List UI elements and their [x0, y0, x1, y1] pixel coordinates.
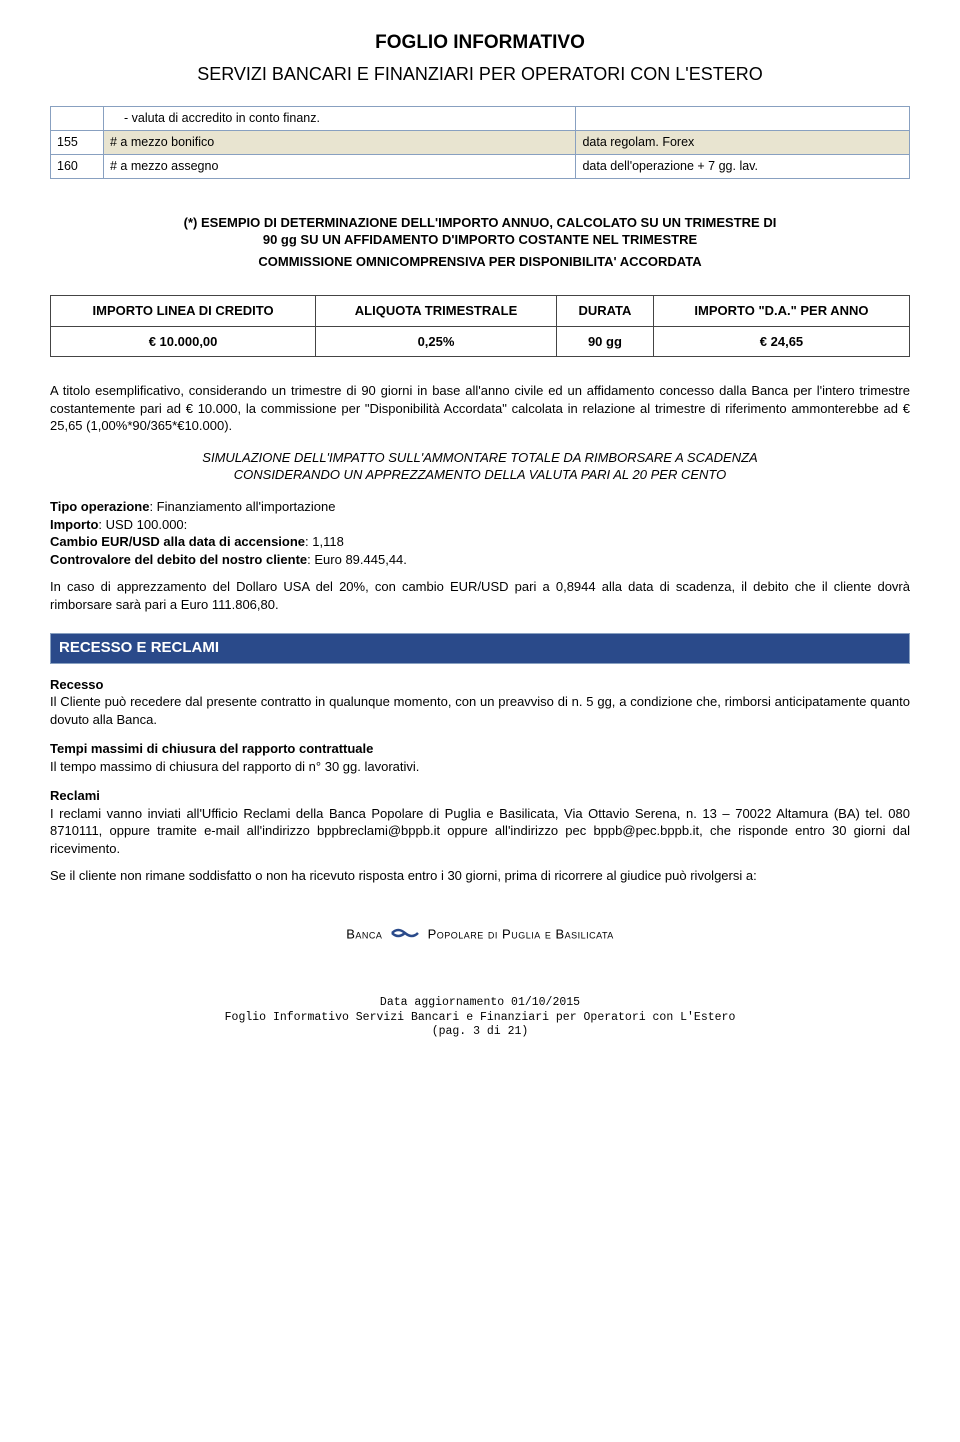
- cell-num: 160: [51, 154, 104, 178]
- recesso-h2: Tempi massimi di chiusura del rapporto c…: [50, 740, 910, 758]
- recesso-p1: Il Cliente può recedere dal presente con…: [50, 693, 910, 728]
- tipo-operazione-block: Tipo operazione: Finanziamento all'impor…: [50, 498, 910, 568]
- italic-l1: SIMULAZIONE DELL'IMPATTO SULL'AMMONTARE …: [50, 449, 910, 467]
- footer-l2: Foglio Informativo Servizi Bancari e Fin…: [50, 1011, 910, 1026]
- recesso-h3: Reclami: [50, 787, 910, 805]
- main-title: FOGLIO INFORMATIVO: [50, 30, 910, 56]
- logo-right: Popolare di Puglia e Basilicata: [428, 927, 614, 942]
- cell-val: data regolam. Forex: [576, 130, 910, 154]
- sub-title: SERVIZI BANCARI E FINANZIARI PER OPERATO…: [50, 62, 910, 86]
- table-row: 155 # a mezzo bonifico data regolam. For…: [51, 130, 910, 154]
- esempio-line1: (*) ESEMPIO DI DETERMINAZIONE DELL'IMPOR…: [50, 214, 910, 232]
- value: : USD 100.000:: [98, 517, 187, 532]
- explain-p1: A titolo esemplificativo, considerando u…: [50, 382, 910, 435]
- cell-val: [576, 106, 910, 130]
- cell-desc: # a mezzo assegno: [104, 154, 576, 178]
- recesso-p4: Se il cliente non rimane soddisfatto o n…: [50, 867, 910, 885]
- td: 0,25%: [316, 326, 557, 357]
- table-row: - valuta di accredito in conto finanz.: [51, 106, 910, 130]
- logo-left: Banca: [346, 927, 382, 942]
- page-footer: Data aggiornamento 01/10/2015 Foglio Inf…: [50, 996, 910, 1041]
- th: ALIQUOTA TRIMESTRALE: [316, 296, 557, 327]
- td: 90 gg: [556, 326, 653, 357]
- recesso-p3: I reclami vanno inviati all'Ufficio Recl…: [50, 805, 910, 858]
- table-row: 160 # a mezzo assegno data dell'operazio…: [51, 154, 910, 178]
- footer-l1: Data aggiornamento 01/10/2015: [50, 996, 910, 1011]
- bank-logo: Banca Popolare di Puglia e Basilicata: [50, 925, 910, 946]
- esempio-heading: (*) ESEMPIO DI DETERMINAZIONE DELL'IMPOR…: [50, 214, 910, 249]
- italic-l2: CONSIDERANDO UN APPREZZAMENTO DELLA VALU…: [50, 466, 910, 484]
- label: Importo: [50, 517, 98, 532]
- cell-num: [51, 106, 104, 130]
- esempio-line2: 90 gg SU UN AFFIDAMENTO D'IMPORTO COSTAN…: [50, 231, 910, 249]
- th: DURATA: [556, 296, 653, 327]
- recesso-p2: Il tempo massimo di chiusura del rapport…: [50, 758, 910, 776]
- tipo-p2: In caso di apprezzamento del Dollaro USA…: [50, 578, 910, 613]
- label: Cambio EUR/USD alla data di accensione: [50, 534, 305, 549]
- valuta-table: - valuta di accredito in conto finanz. 1…: [50, 106, 910, 179]
- section-bar-recesso: RECESSO E RECLAMI: [50, 633, 910, 663]
- td: € 24,65: [653, 326, 909, 357]
- table-row: € 10.000,00 0,25% 90 gg € 24,65: [51, 326, 910, 357]
- value: : 1,118: [305, 534, 344, 549]
- recesso-h1: Recesso: [50, 676, 910, 694]
- th: IMPORTO "D.A." PER ANNO: [653, 296, 909, 327]
- value: : Euro 89.445,44.: [307, 552, 407, 567]
- value: : Finanziamento all'importazione: [149, 499, 335, 514]
- simulation-note: SIMULAZIONE DELL'IMPATTO SULL'AMMONTARE …: [50, 449, 910, 484]
- calc-table: IMPORTO LINEA DI CREDITO ALIQUOTA TRIMES…: [50, 295, 910, 357]
- esempio-sub: COMMISSIONE OMNICOMPRENSIVA PER DISPONIB…: [50, 253, 910, 271]
- cell-num: 155: [51, 130, 104, 154]
- table-header-row: IMPORTO LINEA DI CREDITO ALIQUOTA TRIMES…: [51, 296, 910, 327]
- cell-desc: # a mezzo bonifico: [104, 130, 576, 154]
- cell-val: data dell'operazione + 7 gg. lav.: [576, 154, 910, 178]
- cell-desc: - valuta di accredito in conto finanz.: [104, 106, 576, 130]
- label: Tipo operazione: [50, 499, 149, 514]
- footer-l3: (pag. 3 di 21): [50, 1025, 910, 1040]
- th: IMPORTO LINEA DI CREDITO: [51, 296, 316, 327]
- td: € 10.000,00: [51, 326, 316, 357]
- logo-icon: [390, 925, 420, 946]
- label: Controvalore del debito del nostro clien…: [50, 552, 307, 567]
